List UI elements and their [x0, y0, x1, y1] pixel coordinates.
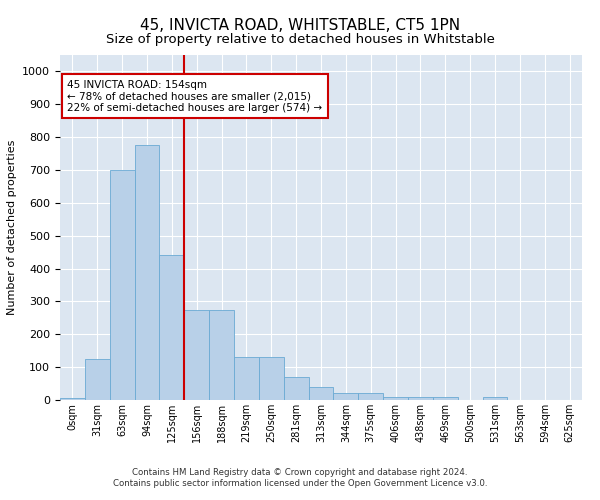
Bar [383, 396, 408, 400]
Bar [433, 396, 458, 400]
Bar [134, 146, 160, 400]
Bar [110, 170, 134, 400]
Bar [308, 387, 334, 400]
Bar [482, 396, 508, 400]
Bar [85, 359, 110, 400]
Text: Size of property relative to detached houses in Whitstable: Size of property relative to detached ho… [106, 32, 494, 46]
Bar [160, 256, 184, 400]
Text: Contains HM Land Registry data © Crown copyright and database right 2024.
Contai: Contains HM Land Registry data © Crown c… [113, 468, 487, 487]
Text: 45 INVICTA ROAD: 154sqm
← 78% of detached houses are smaller (2,015)
22% of semi: 45 INVICTA ROAD: 154sqm ← 78% of detache… [67, 80, 323, 113]
Bar [184, 310, 209, 400]
Bar [408, 396, 433, 400]
Bar [358, 394, 383, 400]
Bar [209, 310, 234, 400]
Bar [284, 377, 308, 400]
Bar [334, 394, 358, 400]
Bar [60, 398, 85, 400]
Y-axis label: Number of detached properties: Number of detached properties [7, 140, 17, 315]
Bar [234, 358, 259, 400]
Text: 45, INVICTA ROAD, WHITSTABLE, CT5 1PN: 45, INVICTA ROAD, WHITSTABLE, CT5 1PN [140, 18, 460, 32]
Bar [259, 358, 284, 400]
